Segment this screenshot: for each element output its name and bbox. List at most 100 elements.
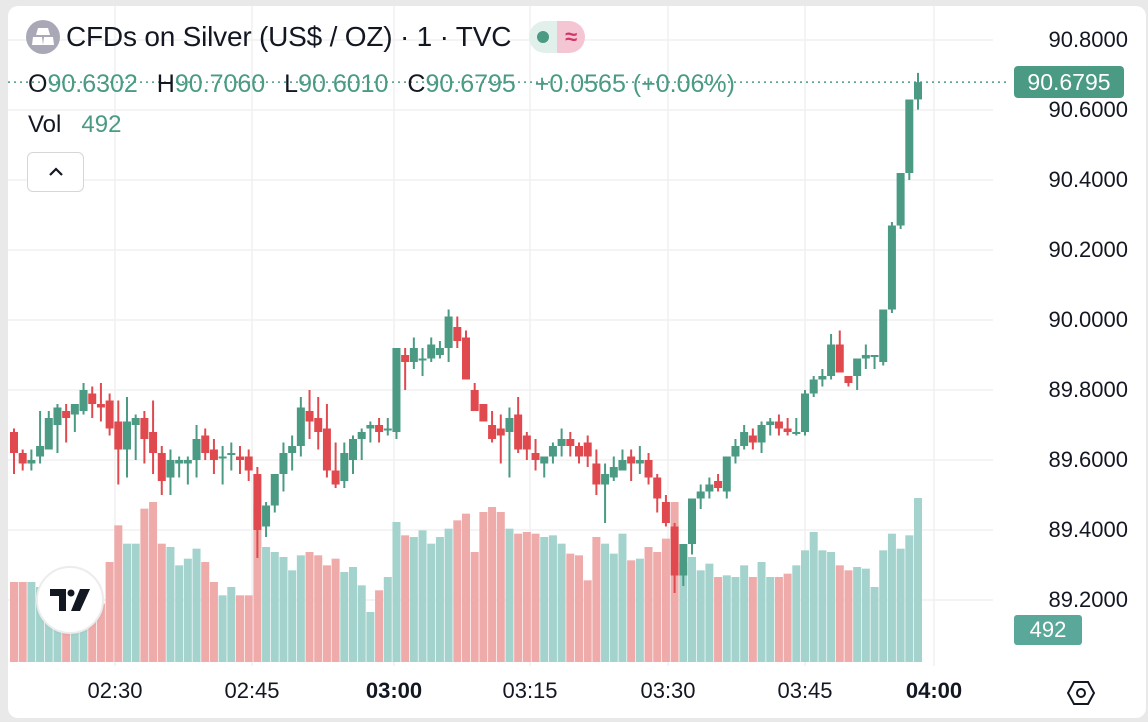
volume-bar	[27, 582, 36, 662]
candle-body	[601, 474, 610, 485]
candle-body	[714, 481, 723, 488]
candle-body	[401, 355, 410, 362]
volume-bar	[435, 537, 444, 662]
candle-body	[853, 358, 862, 376]
candle-body	[644, 460, 653, 478]
candle-body	[218, 456, 227, 459]
tradingview-logo[interactable]	[36, 566, 104, 634]
volume-bar	[575, 555, 583, 662]
volume-bar	[201, 562, 210, 662]
candle-body	[383, 428, 392, 431]
volume-bar	[548, 535, 557, 662]
volume-bar	[601, 543, 610, 662]
volume-bar	[905, 535, 914, 662]
volume-bar	[166, 547, 175, 662]
volume-value: 492	[81, 111, 122, 138]
price-tick-label: 90.6000	[1048, 97, 1128, 122]
volume-bar	[566, 553, 575, 662]
volume-bar	[192, 548, 201, 662]
volume-bar	[714, 577, 723, 662]
open-value: 90.6302	[47, 70, 138, 98]
volume-bar	[531, 533, 540, 662]
candle-body	[844, 376, 853, 383]
candle-body	[618, 460, 627, 471]
volume-bar	[401, 535, 410, 662]
volume-bar	[861, 568, 870, 662]
price-tick-label: 89.4000	[1048, 517, 1128, 542]
candle-body	[488, 425, 497, 439]
candle-body	[740, 432, 749, 446]
candle-body	[696, 491, 705, 499]
candle-body	[244, 456, 253, 471]
chart-canvas[interactable]	[8, 6, 1146, 718]
candle-body	[783, 428, 792, 432]
volume-bar	[844, 570, 853, 662]
candle-body	[418, 358, 427, 361]
candle-body	[653, 477, 662, 499]
volume-bar	[236, 595, 244, 662]
volume-bar	[635, 558, 644, 662]
volume-bar	[88, 608, 97, 662]
volume-bar	[296, 555, 305, 662]
volume-bar	[870, 587, 879, 662]
volume-bar	[262, 547, 271, 662]
volume-bar	[349, 567, 357, 662]
symbol-title[interactable]: CFDs on Silver (US$ / OZ) · 1 · TVC	[66, 21, 512, 52]
time-tick-label: 04:00	[905, 678, 963, 703]
volume-bar	[722, 575, 731, 662]
candle-body	[566, 439, 575, 446]
volume-bar	[392, 522, 401, 662]
delayed-data-indicator[interactable]: ≈	[557, 21, 586, 53]
volume-bar	[331, 558, 340, 662]
volume-bar	[418, 530, 427, 662]
dot-icon	[537, 31, 550, 43]
market-status[interactable]: ≈	[529, 21, 586, 53]
time-tick-label: 02:45	[224, 678, 280, 703]
volume-bar	[131, 543, 140, 662]
candle-body	[192, 439, 201, 460]
candle-body	[18, 453, 27, 464]
close-label: C	[407, 70, 426, 98]
candle-body	[583, 442, 592, 457]
candle-body	[774, 421, 783, 429]
candle-body	[731, 446, 740, 457]
settings-icon[interactable]	[1066, 678, 1096, 708]
volume-bar	[427, 543, 436, 662]
volume-bar	[740, 565, 749, 662]
candle-body	[575, 446, 583, 457]
candle-body	[479, 404, 488, 422]
volume-bar	[679, 562, 688, 662]
volume-bar	[514, 533, 523, 662]
volume-bar	[505, 528, 514, 662]
volume-bar	[705, 563, 714, 662]
chart-container[interactable]: CFDs on Silver (US$ / OZ) · 1 · TVC ≈ O9…	[8, 6, 1146, 718]
approx-icon: ≈	[565, 24, 578, 49]
volume-bar	[409, 537, 418, 662]
candle-body	[661, 502, 670, 523]
candle-body	[453, 327, 462, 341]
candle-body	[462, 337, 470, 380]
volume-bar	[140, 508, 149, 662]
volume-bar	[618, 533, 627, 662]
time-tick-label: 03:45	[777, 678, 833, 703]
candle-body	[531, 453, 540, 460]
candle-body	[748, 435, 757, 443]
volume-bar	[149, 502, 158, 662]
candle-body	[253, 474, 262, 530]
price-tick-label: 89.6000	[1048, 447, 1128, 472]
candle-body	[10, 432, 18, 453]
candle-body	[870, 355, 879, 357]
volume-bar	[557, 543, 566, 662]
candle-body	[801, 393, 809, 432]
candle-body	[879, 309, 888, 362]
volume-bar	[731, 577, 740, 662]
candle-body	[236, 456, 244, 460]
candle-body	[227, 453, 236, 455]
gold-bars-icon	[26, 20, 60, 54]
collapse-legend-button[interactable]	[27, 152, 84, 192]
market-open-indicator[interactable]	[529, 21, 558, 53]
volume-legend: Vol 492	[28, 111, 121, 139]
candle-body	[123, 421, 131, 450]
candle-body	[262, 505, 271, 527]
volume-bar	[375, 590, 384, 662]
